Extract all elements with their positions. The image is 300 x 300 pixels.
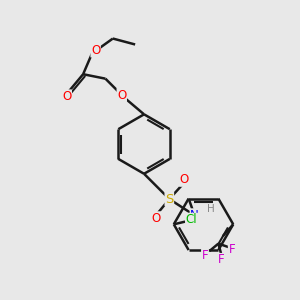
Text: Cl: Cl: [186, 213, 197, 226]
Text: F: F: [228, 243, 235, 256]
Text: O: O: [62, 90, 71, 103]
Text: F: F: [202, 249, 208, 262]
Text: O: O: [91, 44, 100, 57]
Text: O: O: [180, 173, 189, 186]
Text: O: O: [117, 88, 126, 101]
Text: O: O: [151, 212, 160, 225]
Text: H: H: [207, 204, 215, 214]
Text: F: F: [218, 254, 225, 266]
Text: S: S: [165, 193, 173, 206]
Text: N: N: [190, 209, 199, 222]
